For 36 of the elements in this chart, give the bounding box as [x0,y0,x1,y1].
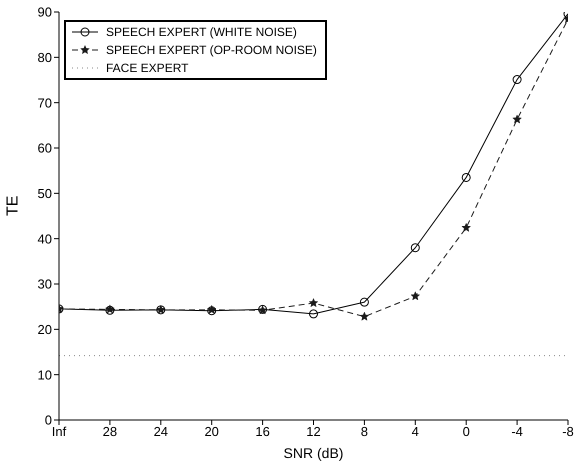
point [360,298,369,307]
x-tick-label: -4 [511,424,523,440]
y-axis-title: TE [4,196,22,216]
x-tick-label: 8 [360,424,368,440]
x-tick-label: Inf [52,424,67,440]
point [309,309,318,318]
x-tick-label: 28 [102,424,118,440]
legend-label: SPEECH EXPERT (OP-ROOM NOISE) [106,43,317,57]
x-tick-label: 16 [255,424,270,440]
legend-label: FACE EXPERT [106,61,188,75]
x-tick-label: 4 [412,424,419,440]
x-axis-title: SNR (dB) [284,445,344,461]
point [512,114,522,124]
y-tick-label: 80 [38,50,52,65]
legend-label: SPEECH EXPERT (WHITE NOISE) [106,25,297,39]
x-tick-label: 0 [462,424,470,440]
x-tick-label: 24 [154,424,168,440]
y-tick-label: 10 [38,367,52,382]
y-tick-label: 20 [38,322,52,337]
y-tick-label: 0 [44,412,52,428]
point [410,243,420,252]
y-tick-label: 60 [38,140,52,156]
y-tick-label: 70 [38,95,52,110]
x-tick-label: -8 [562,424,574,440]
y-tick-label: 90 [38,4,52,20]
y-tick-label: 40 [38,231,52,246]
point [360,312,369,321]
point [462,172,471,182]
point [410,291,420,300]
y-tick-label: 50 [38,186,52,201]
y-tick-label: 30 [38,276,52,292]
point [462,223,471,232]
x-tick-label: 20 [204,424,219,440]
point [308,298,318,307]
x-tick-label: 12 [306,424,321,440]
point [512,75,522,84]
